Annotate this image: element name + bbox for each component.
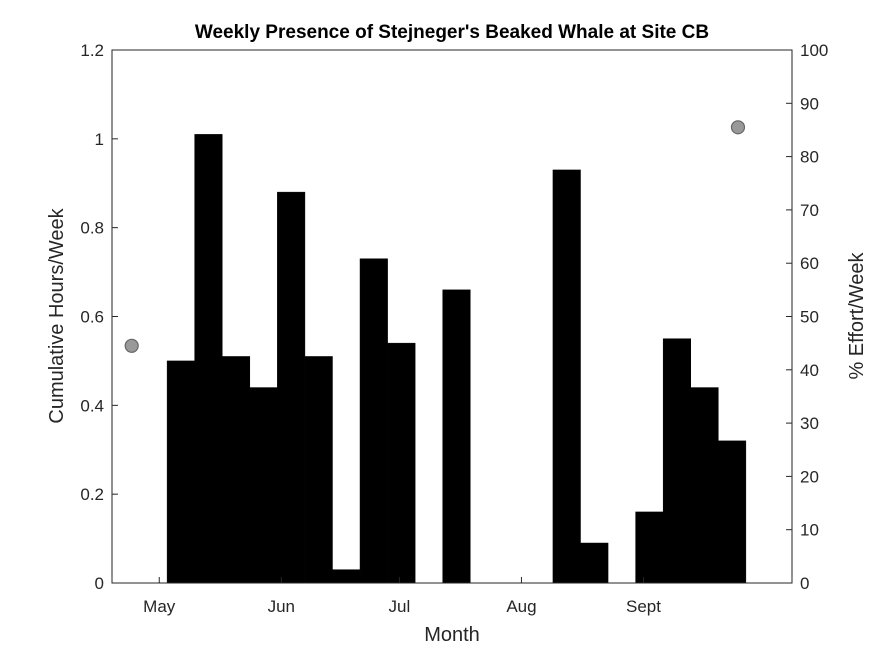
bar-week-17	[580, 542, 609, 584]
bar-week-21	[690, 387, 719, 584]
right-tick-label: 20	[800, 467, 819, 486]
right-tick-label: 80	[800, 148, 819, 167]
left-tick-label: 0.4	[80, 396, 104, 415]
effort-marker-2	[730, 120, 746, 135]
x-axis-label: Month	[424, 624, 480, 646]
right-tick-label: 30	[800, 414, 819, 433]
right-tick-label: 90	[800, 94, 819, 113]
right-tick-label: 70	[800, 201, 819, 220]
left-tick-label: 1.2	[80, 41, 104, 60]
bar-week-16	[552, 169, 581, 584]
right-y-axis: 0 10 20 30 40 50 60 70 80 90 100	[786, 41, 828, 593]
x-tick-label: May	[143, 597, 176, 616]
bar-week-8	[332, 569, 361, 584]
left-tick-label: 0.6	[80, 308, 104, 327]
bar-week-19	[635, 511, 664, 584]
left-tick-label: 0.8	[80, 219, 104, 238]
left-tick-label: 1	[95, 130, 104, 149]
bar-week-7	[304, 356, 333, 584]
right-tick-label: 100	[800, 41, 828, 60]
right-y-axis-label: % Effort/Week	[846, 251, 868, 379]
chart-title: Weekly Presence of Stejneger's Beaked Wh…	[195, 22, 709, 43]
bar-week-3	[194, 134, 223, 584]
left-tick-label: 0	[95, 574, 104, 593]
left-tick-label: 0.2	[80, 485, 104, 504]
bar-week-2	[166, 360, 195, 584]
bar-week-4	[221, 356, 251, 584]
bar-week-22	[718, 440, 747, 584]
bar-week-12	[442, 289, 471, 584]
bar-week-9	[359, 258, 388, 584]
bar-week-20	[662, 338, 691, 584]
bar-series	[166, 134, 747, 584]
effort-marker-1	[124, 338, 139, 353]
right-tick-label: 40	[800, 361, 819, 380]
right-tick-label: 0	[800, 574, 809, 593]
right-tick-label: 60	[800, 254, 819, 273]
x-tick-label: Jul	[389, 597, 411, 616]
left-y-axis: 0 0.2 0.4 0.6 0.8 1 1.2	[80, 41, 118, 593]
right-tick-label: 50	[800, 308, 819, 327]
bar-week-5	[249, 387, 278, 584]
effort-marker-series	[124, 120, 746, 353]
bar-week-6	[277, 191, 306, 584]
x-tick-label: Aug	[506, 597, 536, 616]
right-tick-label: 10	[800, 521, 819, 540]
x-tick-label: Sept	[626, 597, 661, 616]
x-axis: May Jun Jul Aug Sept	[143, 577, 661, 616]
left-y-axis-label: Cumulative Hours/Week	[46, 207, 68, 423]
bar-week-10	[387, 342, 416, 584]
x-tick-label: Jun	[268, 597, 295, 616]
